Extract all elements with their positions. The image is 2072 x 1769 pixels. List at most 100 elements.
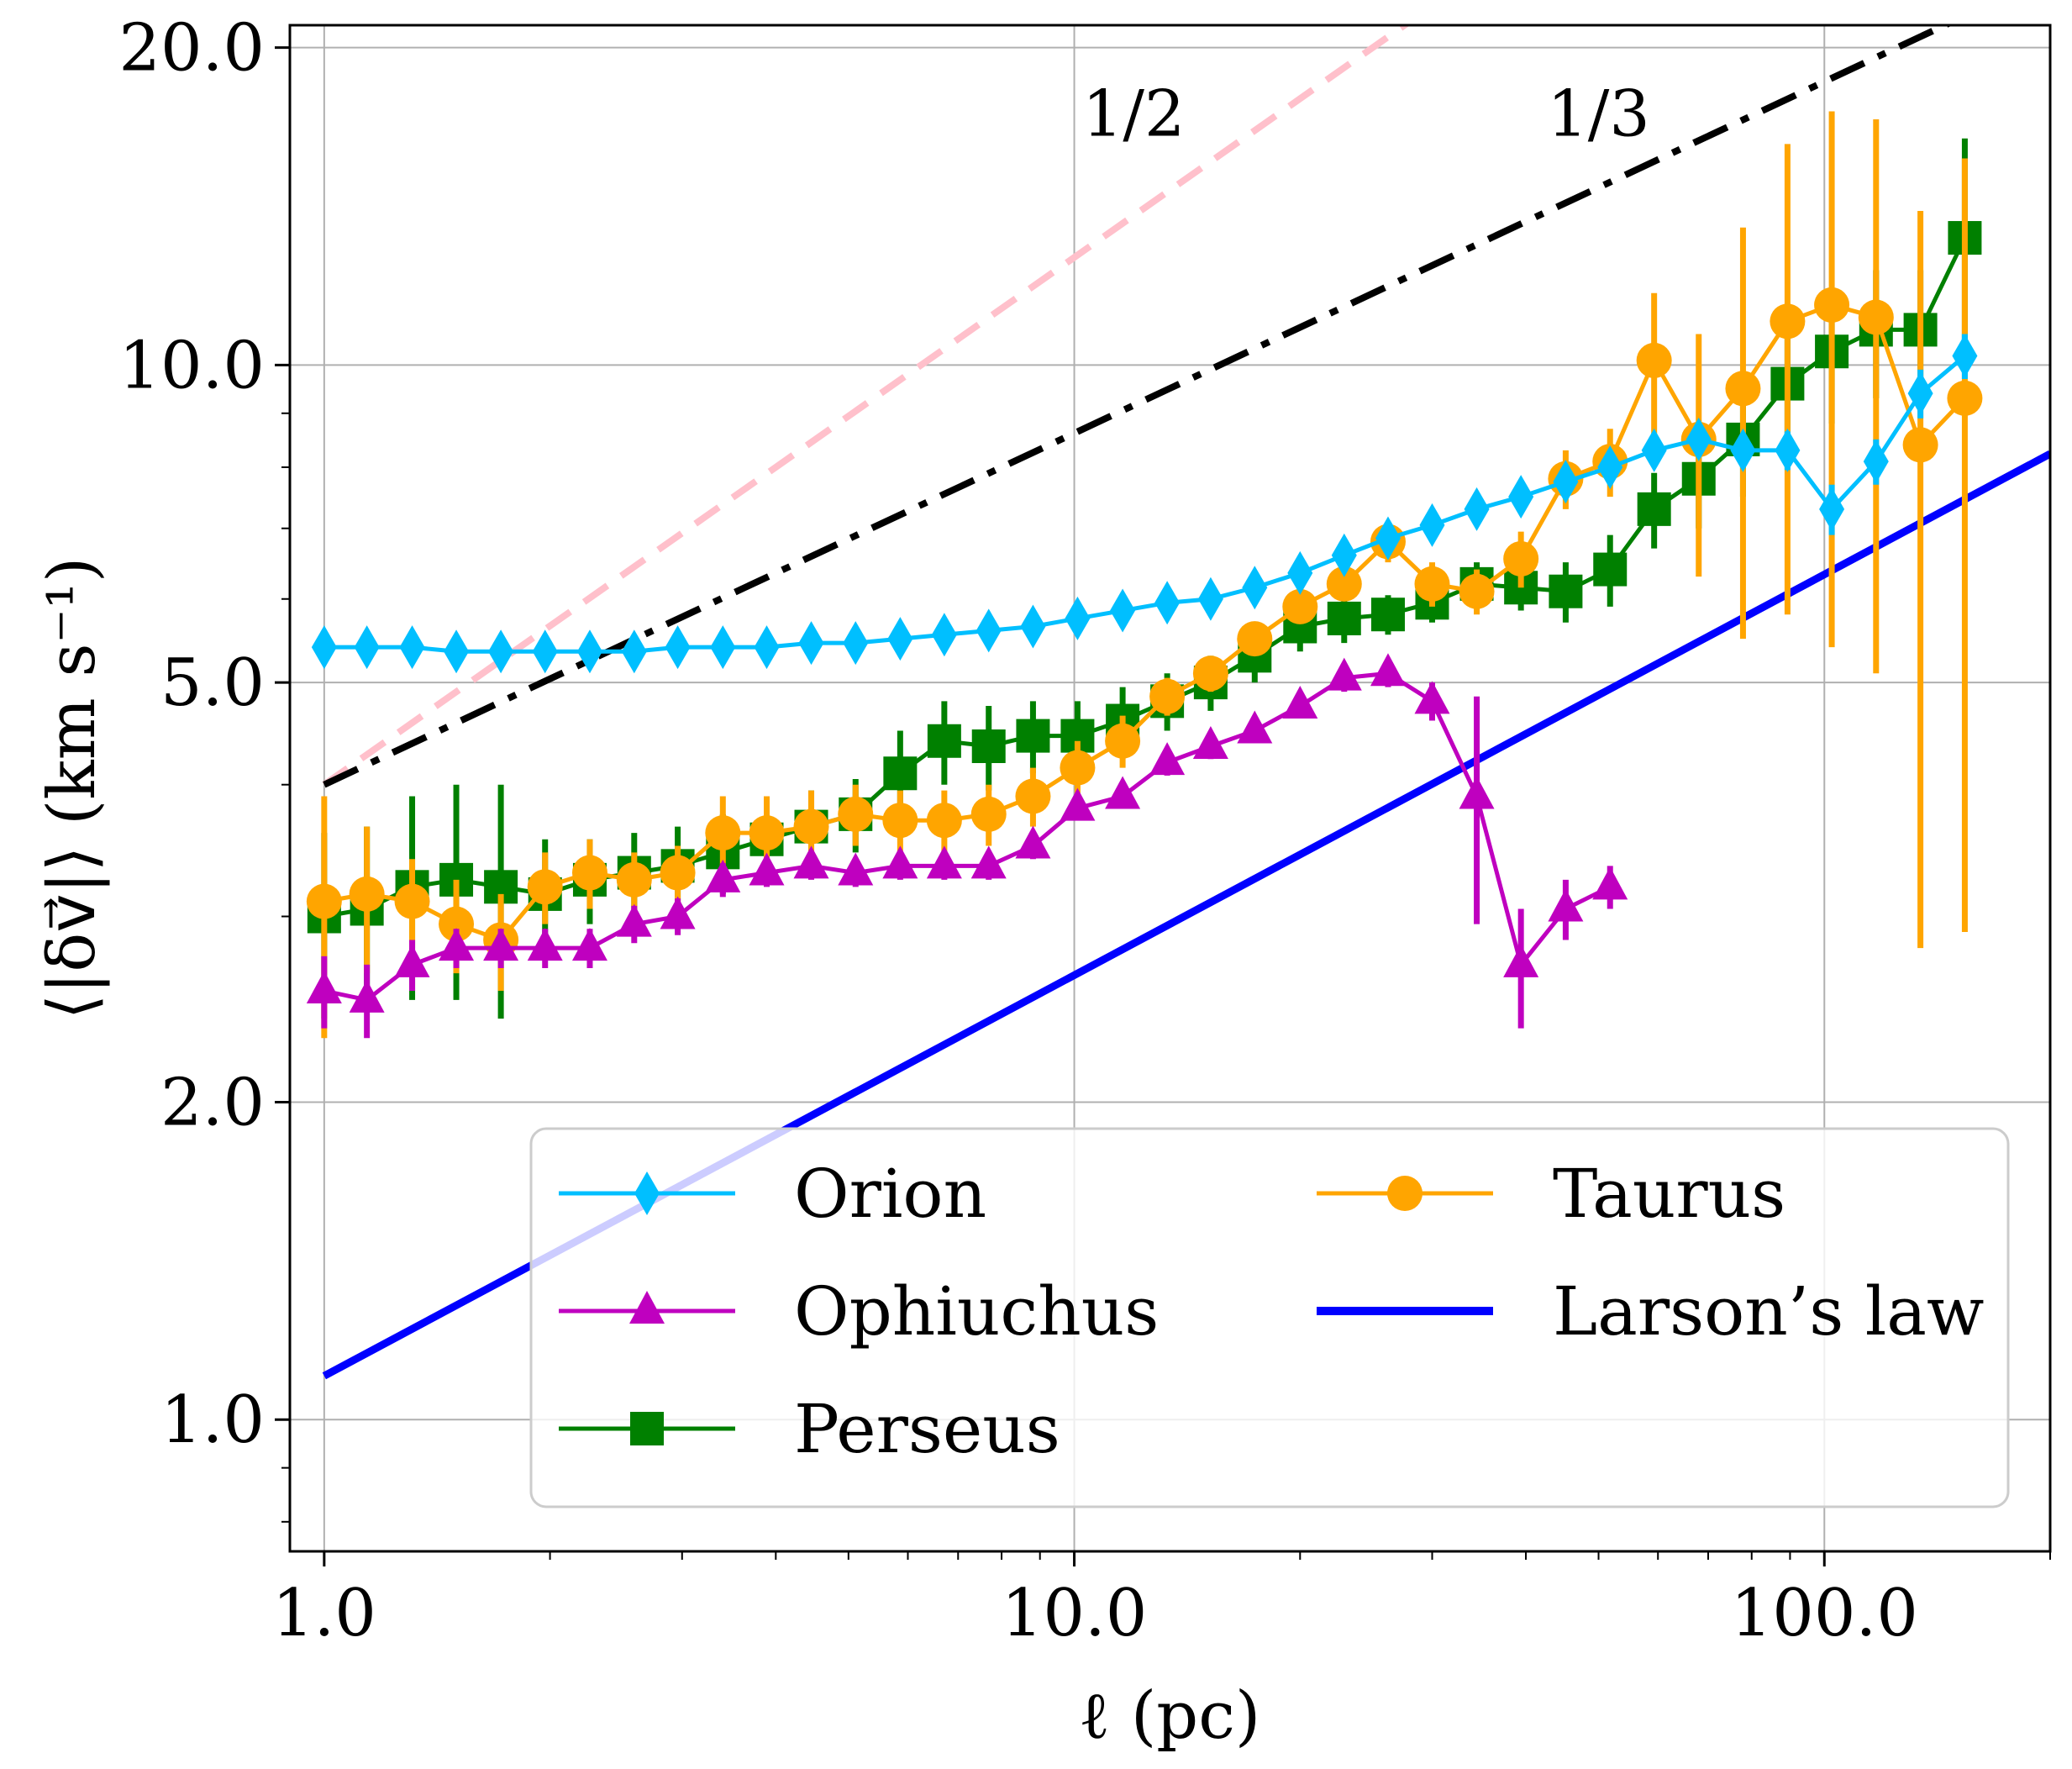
data-point (970, 796, 1007, 832)
legend-entry: Orion (559, 1155, 986, 1233)
data-point (976, 608, 1002, 653)
data-point (798, 621, 824, 666)
data-point (1149, 742, 1186, 776)
data-point (1016, 719, 1050, 753)
data-point (621, 629, 647, 674)
data-point (931, 613, 957, 657)
legend: Orion Ophiuchus Perseus Taurus Larson’s law (529, 1127, 2010, 1508)
data-point (1775, 428, 1801, 472)
data-point (527, 869, 563, 905)
data-point (1331, 533, 1357, 577)
data-point (882, 803, 918, 839)
legend-label: Taurus (1553, 1155, 1785, 1233)
legend-label: Orion (794, 1155, 986, 1233)
data-point (970, 845, 1007, 879)
data-point (1858, 299, 1894, 335)
legend-marker (630, 1412, 664, 1445)
data-point (1592, 866, 1628, 900)
data-point (306, 883, 342, 919)
data-point (843, 621, 869, 666)
legend-label: Ophiuchus (794, 1272, 1159, 1350)
data-point (749, 815, 785, 851)
y-tick-label: 2.0 (160, 1065, 265, 1140)
data-point (576, 629, 602, 674)
data-point (1419, 503, 1445, 547)
y-axis-label: ⟨|δv⃗|⟩ (km s⁻¹) (34, 557, 110, 1020)
data-point (887, 617, 913, 661)
y-tick-label: 10.0 (118, 328, 265, 403)
slope-label: 1/3 (1547, 76, 1649, 150)
legend-entry: Ophiuchus (559, 1272, 1159, 1350)
series-ophiuchus (306, 653, 1628, 1039)
data-point (488, 629, 514, 674)
data-point (1149, 678, 1186, 714)
data-point (1770, 303, 1806, 340)
data-layer (306, 25, 2050, 1380)
data-point (1105, 776, 1141, 809)
data-point (1237, 621, 1273, 657)
data-point (1327, 601, 1361, 635)
legend-entries: Orion Ophiuchus Perseus Taurus Larson’s law (559, 1155, 1984, 1468)
data-point (354, 625, 380, 670)
data-point (705, 859, 741, 892)
data-point (1549, 574, 1583, 608)
data-point (1548, 888, 1584, 922)
data-point (660, 896, 696, 929)
data-point (1637, 492, 1671, 526)
legend-marker (1387, 1176, 1423, 1211)
data-point (1902, 427, 1938, 463)
data-point (793, 808, 829, 845)
legend-marker (629, 1291, 665, 1324)
y-tick-label: 5.0 (160, 645, 265, 721)
data-point (1197, 577, 1223, 621)
data-point (349, 979, 385, 1013)
data-point (616, 903, 652, 937)
data-point (1636, 342, 1672, 378)
data-point (571, 855, 607, 891)
data-point (1060, 787, 1096, 821)
data-point (1375, 516, 1401, 561)
data-point (1326, 566, 1362, 602)
slope-label: 1/2 (1082, 76, 1185, 150)
data-point (1242, 566, 1268, 610)
data-point (1725, 371, 1761, 407)
data-point (1414, 566, 1450, 602)
data-point (483, 928, 519, 961)
data-point (527, 928, 563, 961)
legend-entry: Larson’s law (1317, 1272, 1984, 1350)
data-point (1641, 428, 1667, 472)
data-point (1503, 540, 1539, 577)
x-tick-label: 100.0 (1731, 1576, 1918, 1651)
data-point (394, 944, 430, 977)
data-point (306, 971, 342, 1004)
data-point (1593, 552, 1628, 587)
x-axis-label: ℓ (pc) (1079, 1678, 1261, 1754)
data-point (1326, 657, 1362, 691)
data-point (1370, 598, 1405, 632)
data-point (793, 845, 829, 879)
data-point (1947, 380, 1983, 416)
data-point (926, 803, 962, 839)
data-point (444, 629, 470, 674)
data-point (1503, 944, 1539, 977)
data-point (1952, 334, 1978, 378)
plot-frame (288, 24, 2052, 1553)
legend-marker (634, 1171, 660, 1215)
legend-box (529, 1127, 2010, 1508)
data-point (1370, 653, 1406, 687)
data-point (394, 883, 430, 919)
data-point (1287, 550, 1313, 595)
data-point (754, 625, 780, 670)
reference-line-slope-1-2 (322, 25, 1411, 787)
data-point (1414, 681, 1450, 714)
x-tick-label: 1.0 (272, 1576, 376, 1651)
legend-entry: Taurus (1317, 1155, 1785, 1233)
data-point (1282, 686, 1318, 719)
y-tick-label: 1.0 (160, 1382, 265, 1458)
axis-ticks: 1.0 10.0 100.0 1.0 2.0 5.0 10.0 20.0 (118, 11, 2051, 1651)
data-point (838, 852, 874, 886)
data-point (1819, 487, 1845, 531)
data-point (710, 625, 736, 670)
data-point (1015, 825, 1051, 859)
